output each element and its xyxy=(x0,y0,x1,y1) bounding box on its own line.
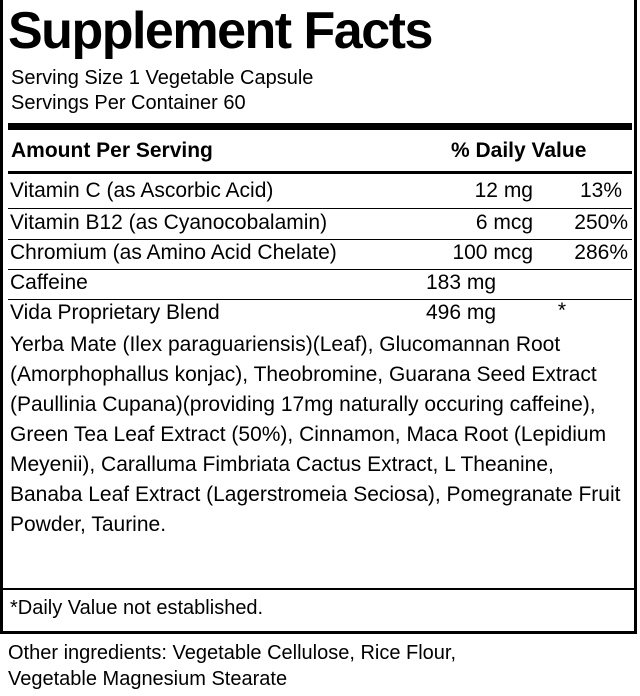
nutrient-dv: 13% xyxy=(579,179,622,202)
divider xyxy=(8,171,632,174)
thick-divider xyxy=(8,123,632,130)
nutrient-row: Caffeine 183 mg xyxy=(8,269,632,299)
nutrient-name: Caffeine xyxy=(10,271,88,294)
servings-per-container: Servings Per Container 60 xyxy=(11,92,246,114)
nutrient-name: Vida Proprietary Blend xyxy=(10,301,220,324)
nutrient-amount: 12 mg xyxy=(474,179,533,202)
nutrient-row: Vitamin B12 (as Cyanocobalamin) 6 mcg 25… xyxy=(8,209,632,239)
nutrient-row: Chromium (as Amino Acid Chelate) 100 mcg… xyxy=(8,239,632,269)
footnote: *Daily Value not established. xyxy=(10,597,264,619)
nutrient-amount: 6 mcg xyxy=(475,211,533,234)
divider xyxy=(8,299,632,300)
nutrient-row: Vitamin C (as Ascorbic Acid) 12 mg 13% xyxy=(8,177,632,207)
nutrient-amount: 100 mcg xyxy=(452,241,533,264)
divider xyxy=(8,269,632,270)
nutrient-amount: 496 mg xyxy=(426,301,497,324)
nutrient-dv: 250% xyxy=(574,211,628,234)
panel-title: Supplement Facts xyxy=(8,2,433,60)
nutrient-name: Vitamin C (as Ascorbic Acid) xyxy=(10,179,274,202)
supplement-facts-panel xyxy=(0,0,637,634)
serving-size: Serving Size 1 Vegetable Capsule xyxy=(11,67,314,89)
nutrient-dv: 286% xyxy=(574,241,628,264)
nutrient-amount: 183 mg xyxy=(426,271,497,294)
nutrient-name: Chromium (as Amino Acid Chelate) xyxy=(10,241,337,264)
divider xyxy=(3,588,637,590)
blend-ingredients: Yerba Mate (Ilex paraguariensis)(Leaf), … xyxy=(10,333,621,536)
amount-per-serving-header: Amount Per Serving xyxy=(11,139,213,162)
nutrient-row: Vida Proprietary Blend 496 mg * xyxy=(8,299,632,329)
nutrient-name: Vitamin B12 (as Cyanocobalamin) xyxy=(10,211,328,234)
divider xyxy=(8,208,632,209)
daily-value-header: % Daily Value xyxy=(451,139,587,162)
nutrient-dv: * xyxy=(557,299,566,322)
divider xyxy=(8,239,632,240)
other-ingredients: Other ingredients: Vegetable Cellulose, … xyxy=(8,642,457,690)
